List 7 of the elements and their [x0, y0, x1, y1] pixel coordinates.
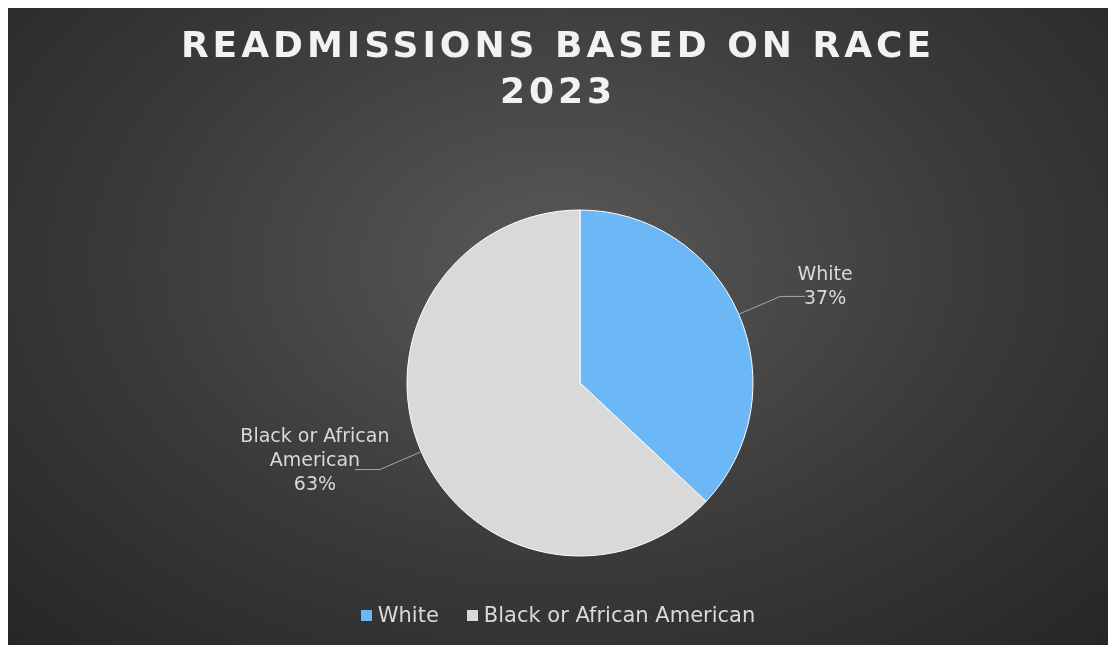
data-label: 37% [803, 286, 847, 309]
data-label: 63% [293, 471, 337, 494]
slice-label: Black or African American [483, 603, 756, 627]
legend-label: White [377, 603, 439, 627]
chart-title: READMISSIONS BASED ON RACE 2023 [179, 23, 937, 113]
slice-label: White [797, 262, 853, 285]
slice-label: Black or African American [240, 423, 390, 470]
